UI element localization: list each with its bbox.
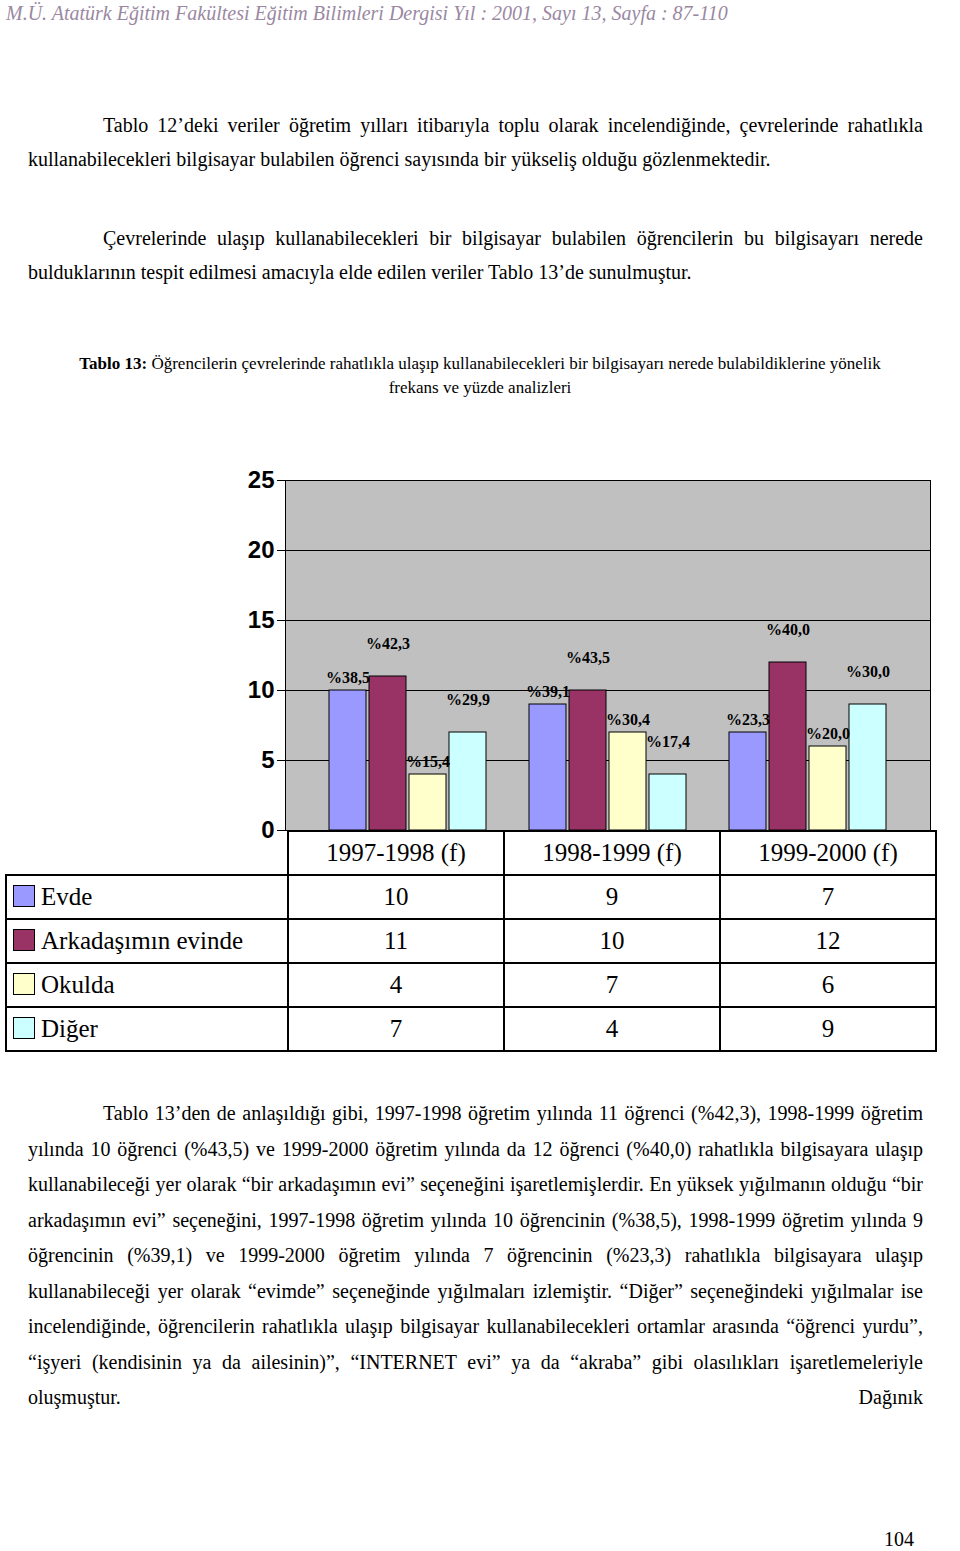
- svg-text:%23,3: %23,3: [726, 711, 770, 728]
- svg-text:0: 0: [261, 816, 274, 843]
- svg-text:%30,0: %30,0: [846, 663, 890, 680]
- html-text:11: 11: [384, 927, 408, 954]
- html-text:Arkadaşımın evinde: Arkadaşımın evinde: [41, 927, 243, 954]
- svg-text:20: 20: [248, 536, 275, 563]
- svg-text:10: 10: [248, 676, 275, 703]
- html-text:Çevrelerinde ulaşıp kullanabil: Çevrelerinde ulaşıp kullanabilecekleri b…: [28, 227, 923, 283]
- html-text:Evde: Evde: [41, 883, 93, 910]
- svg-text:%39,1: %39,1: [526, 683, 570, 700]
- svg-text:%40,0: %40,0: [766, 621, 810, 638]
- svg-text:5: 5: [261, 746, 274, 773]
- svg-text:%30,4: %30,4: [606, 711, 650, 728]
- html-text:7: 7: [821, 883, 835, 910]
- html-text:4: 4: [389, 971, 403, 998]
- html-text:1998-1999 (f): 1998-1999 (f): [542, 839, 682, 866]
- html-text:104: 104: [884, 1528, 914, 1550]
- svg-text:%17,4: %17,4: [646, 733, 690, 750]
- svg-text:15: 15: [248, 606, 275, 633]
- svg-text:%42,3: %42,3: [366, 635, 410, 652]
- svg-text:%38,5: %38,5: [326, 669, 370, 686]
- svg-text:%43,5: %43,5: [566, 649, 610, 666]
- html-text:Tablo 13’den de anlaşıldığı gi: Tablo 13’den de anlaşıldığı gibi, 1997-1…: [28, 1102, 923, 1408]
- html-text:Okulda: Okulda: [41, 971, 115, 998]
- html-text:9: 9: [605, 883, 619, 910]
- html-text:10: 10: [383, 883, 409, 910]
- html-text:10: 10: [599, 927, 625, 954]
- html-text:Tablo 13: Öğrencilerin çevrele: Tablo 13: Öğrencilerin çevrelerinde raha…: [79, 354, 881, 397]
- svg-text:%15,4: %15,4: [406, 753, 450, 770]
- html-text:7: 7: [389, 1015, 403, 1042]
- html-text:M.Ü. Atatürk Eğitim Fakültesi: M.Ü. Atatürk Eğitim Fakültesi Eğitim Bil…: [6, 2, 728, 24]
- svg-text:%20,0: %20,0: [806, 725, 850, 742]
- html-text:6: 6: [821, 971, 835, 998]
- html-text:1997-1998 (f): 1997-1998 (f): [326, 839, 466, 866]
- svg-text:25: 25: [248, 466, 275, 493]
- html-text:1999-2000 (f): 1999-2000 (f): [758, 839, 898, 866]
- svg-text:%29,9: %29,9: [446, 691, 490, 708]
- html-text:12: 12: [815, 927, 841, 954]
- html-text:Tablo 12’deki veriler öğretim: Tablo 12’deki veriler öğretim yılları it…: [28, 114, 923, 170]
- html-text:9: 9: [821, 1015, 835, 1042]
- html-text:Diğer: Diğer: [41, 1015, 98, 1042]
- html-text:7: 7: [605, 971, 619, 998]
- html-text:4: 4: [605, 1015, 619, 1042]
